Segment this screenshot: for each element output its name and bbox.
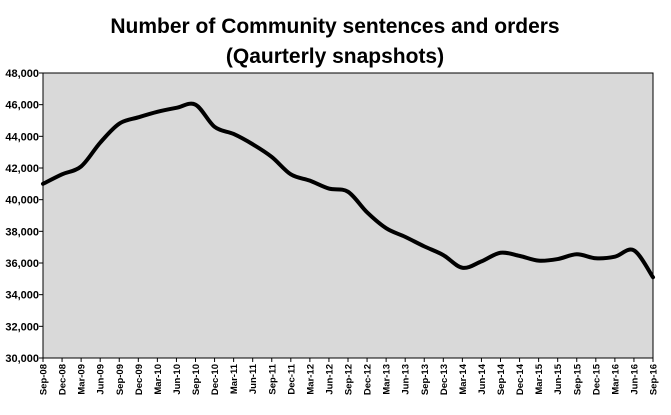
- chart-subtitle: (Qaurterly snapshots): [226, 45, 444, 68]
- x-tick-label: Jun-09: [96, 364, 107, 395]
- x-tick-label: Mar-15: [534, 363, 545, 394]
- x-tick-label: Jun-10: [172, 364, 183, 395]
- x-tick-label: Jun-15: [553, 363, 564, 394]
- x-tick-label: Mar-16: [610, 364, 621, 395]
- x-tick-label: Dec-15: [591, 363, 602, 395]
- x-tick-label: Dec-11: [286, 363, 297, 394]
- y-tick-label: 36,000: [5, 258, 39, 270]
- y-tick-label: 44,000: [5, 131, 39, 143]
- x-tick-label: Jun-13: [401, 364, 412, 395]
- x-tick-label: Mar-09: [77, 364, 88, 395]
- x-tick-label: Jun-12: [324, 364, 335, 395]
- x-tick-label: Dec-10: [210, 364, 221, 395]
- x-tick-label: Sep-08: [39, 364, 50, 395]
- x-tick-label: Dec-12: [363, 364, 374, 395]
- x-tick-label: Sep-16: [649, 364, 660, 395]
- y-tick-label: 32,000: [5, 321, 39, 333]
- x-tick-label: Sep-11: [267, 363, 278, 394]
- y-tick-label: 30,000: [5, 353, 39, 365]
- x-tick-label: Mar-10: [153, 364, 164, 395]
- y-tick-label: 42,000: [5, 163, 39, 175]
- x-tick-label: Jun-14: [477, 363, 488, 394]
- y-tick-label: 38,000: [5, 226, 39, 238]
- y-tick-label: 48,000: [5, 68, 39, 80]
- y-tick-label: 46,000: [5, 100, 39, 112]
- x-tick-label: Mar-13: [382, 364, 393, 395]
- y-tick-label: 40,000: [5, 195, 39, 207]
- x-tick-label: Sep-10: [191, 364, 202, 395]
- x-tick-label: Sep-15: [572, 363, 583, 395]
- x-tick-label: Sep-13: [420, 364, 431, 395]
- x-tick-label: Mar-11: [229, 363, 240, 394]
- x-tick-label: Dec-14: [515, 363, 526, 395]
- x-tick-label: Dec-08: [58, 364, 69, 395]
- x-axis: Sep-08 Dec-08 Mar-09 Jun-09 Sep-09 Dec-09 Mar-…: [39, 358, 660, 395]
- x-tick-label: Mar-12: [305, 364, 316, 395]
- x-tick-label: Mar-14: [458, 363, 469, 394]
- plot-area: [42, 72, 654, 359]
- x-tick-label: Dec-13: [439, 364, 450, 395]
- series-line: [41, 101, 655, 280]
- x-tick-label: Jun-16: [629, 364, 640, 395]
- x-tick-label: Sep-12: [344, 364, 355, 395]
- y-axis: 30,000 32,000 34,000 36,000 38,000 40,000 42,0…: [5, 68, 43, 365]
- x-tick-label: Dec-09: [134, 364, 145, 395]
- x-tick-label: Jun-11: [248, 363, 259, 394]
- x-tick-label: Sep-09: [115, 364, 126, 395]
- x-tick-label: Sep-14: [496, 363, 507, 395]
- chart-title: Number of Community sentences and orders: [110, 15, 559, 38]
- y-tick-label: 34,000: [5, 290, 39, 302]
